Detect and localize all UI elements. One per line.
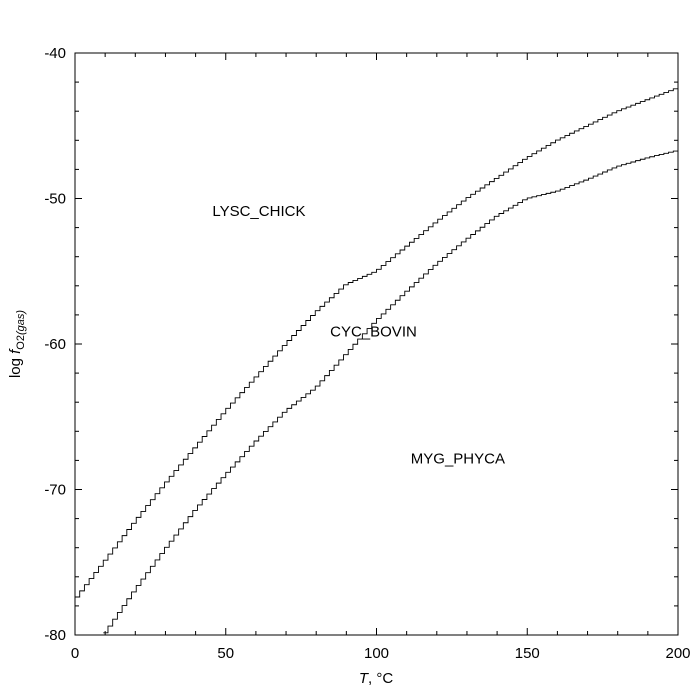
x-tick-label: 200 <box>665 645 690 662</box>
field-label-cyc-bovin: CYC_BOVIN <box>330 324 417 341</box>
y-axis-title: log fO2(gas) <box>7 310 27 378</box>
ticks <box>74 52 679 636</box>
x-tick-label: 50 <box>217 645 234 662</box>
field-label-lysc-chick: LYSC_CHICK <box>212 203 305 220</box>
y-tick-label: -40 <box>44 45 66 62</box>
y-tick-label: -70 <box>44 482 66 499</box>
y-tick-label: -60 <box>44 336 66 353</box>
tick-labels: 0 50 100 150 200 -80 -70 -60 -50 -40 <box>44 45 690 662</box>
x-tick-label: 0 <box>71 645 79 662</box>
y-tick-label: -50 <box>44 191 66 208</box>
series-line-1 <box>75 87 679 598</box>
x-tick-label: 150 <box>515 645 540 662</box>
x-tick-label: 100 <box>364 645 389 662</box>
field-label-myg-phyca: MYG_PHYCA <box>411 450 505 467</box>
y-tick-label: -80 <box>44 627 66 644</box>
series <box>75 87 679 634</box>
x-axis-title: T, °C <box>359 670 394 687</box>
annotations: LYSC_CHICK CYC_BOVIN MYG_PHYCA <box>212 203 505 467</box>
series-line-2 <box>103 150 679 634</box>
